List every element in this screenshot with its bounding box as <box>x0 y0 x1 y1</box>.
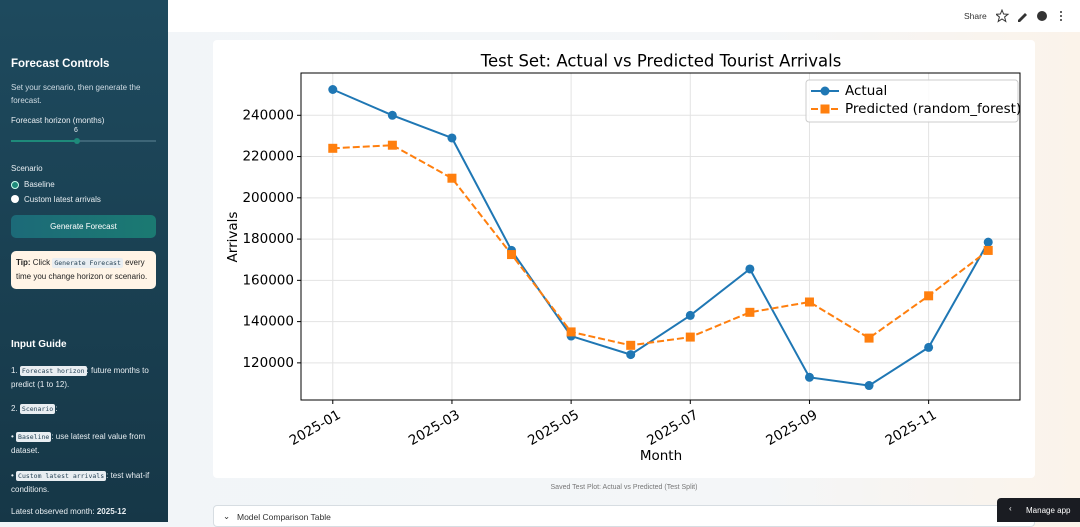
marker <box>685 332 695 342</box>
code: Forecast horizon <box>19 366 87 376</box>
sidebar-title: Forecast Controls <box>11 58 110 70</box>
marker <box>387 110 397 120</box>
x-tick-label: 2025-11 <box>883 407 940 449</box>
radio-selected[interactable] <box>11 181 19 189</box>
y-tick-label: 140000 <box>242 314 294 330</box>
legend-label: Actual <box>845 83 887 99</box>
marker <box>924 291 934 301</box>
marker <box>447 133 457 143</box>
marker <box>387 140 397 150</box>
code: Baseline <box>16 432 52 442</box>
x-tick-label: 2025-03 <box>406 407 463 449</box>
guide-item: 1. Forecast horizon: future months to pr… <box>11 366 149 389</box>
marker <box>328 85 338 95</box>
latest: Latest observed month: 2025-12 <box>11 507 126 516</box>
sidebar: Forecast Controls Set your scenario, the… <box>0 0 168 522</box>
scenario-label: Scenario <box>11 164 43 173</box>
chart: Test Set: Actual vs Predicted Tourist Ar… <box>225 52 1021 465</box>
manage-app[interactable]: ‹ Manage app <box>997 498 1080 522</box>
marker <box>507 250 517 260</box>
code: Scenario <box>19 404 56 414</box>
marker <box>804 372 814 382</box>
marker <box>820 104 830 114</box>
y-tick-label: 220000 <box>242 149 294 165</box>
x-tick-label: 2025-01 <box>287 407 344 449</box>
tip-lead: Tip: <box>16 258 31 267</box>
caption: Saved Test Plot: Actual vs Predicted (Te… <box>550 484 698 491</box>
code: Custom latest arrivals <box>16 471 107 481</box>
text: : test what-if conditions. <box>11 471 150 494</box>
radio-label[interactable]: Custom latest arrivals <box>24 195 101 204</box>
y-tick-label: 160000 <box>242 272 294 288</box>
marker <box>626 340 636 350</box>
tip-code: Generate Forecast <box>52 258 123 268</box>
expander[interactable]: ⌄ Model Comparison Table <box>213 505 1035 527</box>
series-line <box>332 88 990 387</box>
marker <box>447 173 457 183</box>
marker <box>685 310 695 320</box>
manage-app-label[interactable]: Manage app <box>1026 506 1071 515</box>
share[interactable]: Share <box>964 11 987 21</box>
radio-label[interactable]: Baseline <box>24 180 55 189</box>
tip-text: every time you change horizon or scenari… <box>16 258 148 281</box>
guide-item: 2. Scenario: <box>11 404 58 414</box>
marker <box>745 264 755 274</box>
marker <box>328 143 338 153</box>
slider-label: Forecast horizon (months) <box>11 116 105 125</box>
marker <box>983 237 993 247</box>
y-tick-label: 180000 <box>242 231 294 247</box>
legend-label: Predicted (random_forest) <box>845 101 1021 117</box>
x-tick-label: 2025-09 <box>763 407 820 449</box>
x-tick-label: 2025-07 <box>644 407 701 449</box>
marker <box>804 297 814 307</box>
toolbar: Share <box>168 0 1080 32</box>
latest-value: 2025-12 <box>96 507 127 516</box>
marker <box>983 245 993 255</box>
tip-box: Tip: Click Generate Forecast every time … <box>11 251 156 289</box>
y-tick-label: 200000 <box>242 190 294 206</box>
y-tick-label: 240000 <box>242 107 294 123</box>
radio[interactable] <box>11 195 19 203</box>
slider-value: 6 <box>74 127 78 134</box>
guide-title: Input Guide <box>11 339 67 350</box>
marker <box>864 381 874 391</box>
tip-text: Click <box>32 258 51 267</box>
text: : future months to predict (1 to 12). <box>11 366 149 389</box>
guide-bullet: • Custom latest arrivals: test what-if c… <box>11 471 150 494</box>
y-axis-label: Arrivals <box>225 212 241 263</box>
toolbar-icons[interactable] <box>996 9 1076 23</box>
marker <box>566 327 576 337</box>
latest-label: Latest observed month: <box>11 507 95 516</box>
slider-fill <box>11 140 77 142</box>
series-line <box>332 144 989 347</box>
guide-bullet: • Baseline: use latest real value from d… <box>11 432 146 455</box>
marker <box>864 333 874 343</box>
text: : use latest real value from dataset. <box>11 432 146 455</box>
slider-track[interactable] <box>11 140 156 142</box>
generate-button[interactable]: Generate Forecast <box>11 215 156 238</box>
y-tick-label: 120000 <box>242 355 294 371</box>
expander-label[interactable]: Model Comparison Table <box>237 512 331 522</box>
text: : <box>55 404 58 413</box>
x-tick-label: 2025-05 <box>525 407 582 449</box>
marker <box>924 342 934 352</box>
marker <box>626 350 636 360</box>
x-axis-label: Month <box>640 448 682 464</box>
legend-box <box>805 79 1019 123</box>
slider-thumb[interactable] <box>74 138 80 144</box>
chart-title: Test Set: Actual vs Predicted Tourist Ar… <box>480 52 842 71</box>
intro: Set your scenario, then generate the for… <box>11 83 141 105</box>
marker <box>820 86 830 96</box>
marker <box>745 307 755 317</box>
plot-frame <box>300 72 1021 401</box>
